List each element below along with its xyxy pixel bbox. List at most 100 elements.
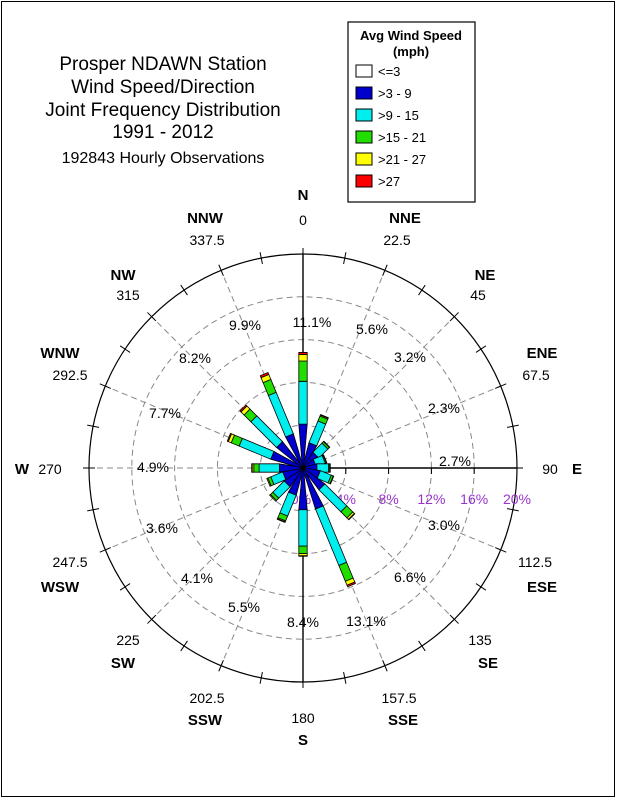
legend-title-line-2: (mph)	[393, 44, 429, 59]
outer-tick-2	[382, 264, 388, 277]
bar-ENE-3	[322, 454, 328, 464]
bar-N-4	[298, 352, 308, 355]
direction-percent-NW: 8.2%	[179, 350, 211, 366]
direction-name-WSW: WSW	[41, 579, 80, 596]
legend-label-3: >15 - 21	[378, 130, 426, 145]
direction-name-ENE: ENE	[527, 345, 558, 362]
direction-name-SW: SW	[111, 655, 136, 672]
direction-name-SSE: SSE	[388, 712, 418, 729]
bar-W-2	[253, 463, 260, 473]
direction-name-NE: NE	[475, 267, 496, 284]
title-line-2: Wind Speed/Direction	[71, 77, 255, 98]
outer-tick-27	[119, 345, 131, 353]
bar-SSE-1	[314, 505, 348, 567]
bar-S-1	[298, 509, 308, 547]
direction-degree-NNE: 22.5	[383, 232, 410, 248]
direction-percent-ENE: 2.3%	[428, 400, 460, 416]
outer-tick-22	[99, 547, 112, 553]
outer-tick-29	[180, 284, 188, 296]
bar-SSW-4	[276, 518, 286, 524]
direction-name-ESE: ESE	[527, 579, 557, 596]
direction-degree-S: 180	[291, 710, 315, 726]
outer-tick-4	[449, 312, 459, 322]
bar-NNW-1	[267, 391, 294, 438]
legend-label-1: >3 - 9	[378, 86, 412, 101]
bar-W-1	[258, 463, 280, 473]
direction-degree-WNW: 292.5	[52, 367, 87, 383]
outer-tick-20	[147, 614, 157, 624]
direction-name-W: W	[15, 461, 30, 478]
outer-tick-30	[218, 264, 224, 277]
legend-swatch-1	[355, 86, 373, 100]
bar-NW-4	[239, 404, 248, 413]
outer-tick-3	[418, 284, 426, 296]
direction-degree-ENE: 67.5	[522, 367, 549, 383]
legend-label-2: >9 - 15	[378, 108, 419, 123]
outer-tick-7	[506, 424, 519, 428]
legend-title-line-1: Avg Wind Speed	[360, 28, 462, 43]
direction-percent-SSE: 13.1%	[346, 613, 386, 629]
direction-degree-NW: 315	[116, 287, 140, 303]
spoke-NE	[302, 316, 455, 469]
legend-swatch-0	[355, 64, 373, 78]
direction-percent-WSW: 3.6%	[146, 520, 178, 536]
chart-title: Prosper NDAWN Station Wind Speed/Directi…	[45, 54, 281, 167]
direction-percent-E: 2.7%	[439, 453, 471, 469]
bar-NW-1	[250, 415, 284, 449]
title-line-4: 1991 - 2012	[112, 122, 213, 143]
bar-E-3	[329, 463, 331, 473]
direction-degree-SSE: 157.5	[381, 690, 416, 706]
direction-degree-N: 0	[299, 212, 307, 228]
outer-tick-13	[418, 640, 426, 652]
direction-degree-SSW: 202.5	[189, 690, 224, 706]
direction-name-NNW: NNW	[187, 210, 224, 227]
direction-degree-SE: 135	[468, 632, 492, 648]
legend-swatch-5	[355, 174, 373, 188]
legend: Avg Wind Speed (mph) <=3 >3 - 9 >9 - 15 >15…	[347, 21, 476, 203]
direction-percent-SW: 4.1%	[181, 570, 213, 586]
scale-label-5: 20%	[503, 491, 531, 507]
outer-tick-18	[218, 659, 224, 672]
legend-label-5: >27	[378, 174, 400, 189]
outer-tick-25	[87, 424, 100, 428]
title-line-3: Joint Frequency Distribution	[45, 100, 281, 121]
direction-name-S: S	[298, 732, 308, 749]
spoke-ESE	[302, 467, 501, 551]
bar-SSE-4	[346, 581, 356, 588]
direction-degree-E: 90	[542, 461, 558, 477]
outer-tick-5	[475, 345, 487, 353]
outer-tick-12	[449, 614, 459, 624]
outer-tick-31	[259, 252, 263, 265]
title-line-1: Prosper NDAWN Station	[59, 54, 266, 75]
direction-percent-SE: 6.6%	[394, 569, 426, 585]
bar-S-4	[298, 555, 308, 557]
legend-swatch-3	[355, 130, 373, 144]
bar-NNE-4	[319, 413, 329, 419]
bar-WNW-4	[226, 432, 232, 443]
legend-label-0: <=3	[378, 64, 400, 79]
outer-tick-26	[99, 383, 112, 389]
direction-name-NW: NW	[111, 267, 137, 284]
direction-degree-NNW: 337.5	[189, 232, 224, 248]
direction-name-N: N	[298, 187, 309, 204]
outer-tick-14	[382, 659, 388, 672]
direction-name-E: E	[572, 461, 582, 478]
direction-degree-W: 270	[38, 461, 62, 477]
direction-percent-WNW: 7.7%	[149, 405, 181, 421]
chart-subtitle: 192843 Hourly Observations	[62, 150, 265, 167]
direction-name-SE: SE	[478, 655, 498, 672]
bar-SE-4	[347, 512, 356, 521]
bar-N-2	[298, 360, 308, 382]
scale-label-2: 8%	[378, 491, 398, 507]
bar-S-2	[298, 545, 308, 554]
direction-percent-SSW: 5.5%	[228, 599, 260, 615]
legend-swatch-2	[355, 108, 373, 122]
direction-degree-NE: 45	[470, 287, 486, 303]
center-point	[301, 466, 305, 470]
bar-W-4	[251, 463, 253, 473]
outer-tick-1	[343, 252, 347, 265]
outer-tick-9	[506, 508, 519, 512]
bar-NE-3	[322, 440, 331, 449]
